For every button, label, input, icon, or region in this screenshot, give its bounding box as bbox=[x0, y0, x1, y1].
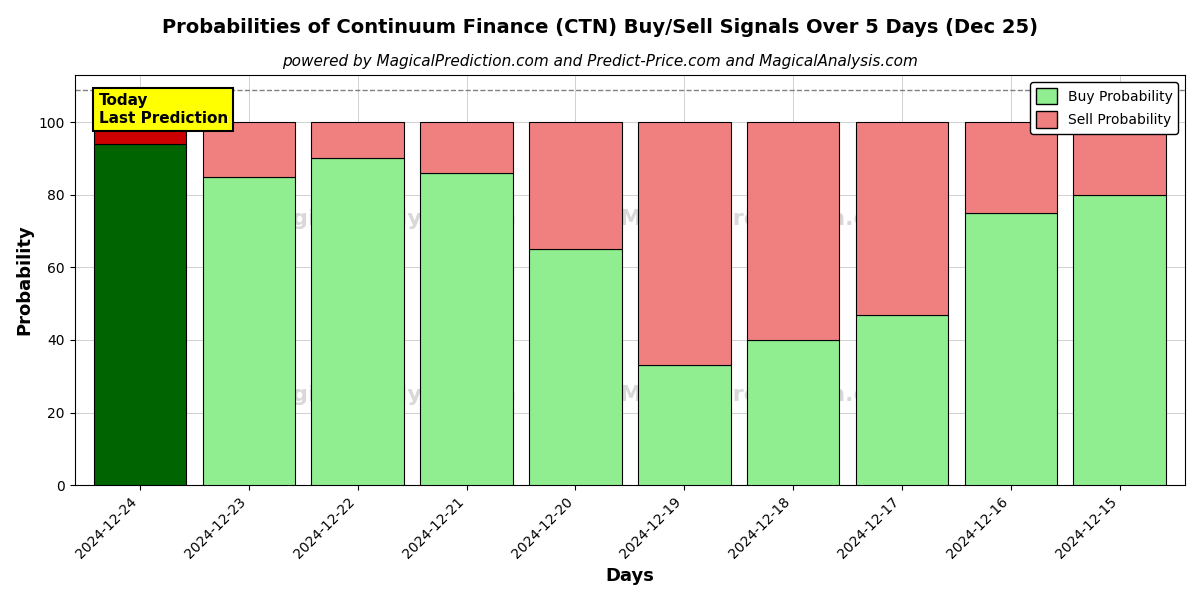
Y-axis label: Probability: Probability bbox=[16, 225, 34, 335]
Bar bbox=[203, 122, 295, 176]
Bar bbox=[638, 122, 731, 365]
Bar bbox=[1074, 195, 1166, 485]
Bar bbox=[856, 314, 948, 485]
Text: MagicalAnalysis.com: MagicalAnalysis.com bbox=[254, 209, 516, 229]
Text: Today
Last Prediction: Today Last Prediction bbox=[98, 93, 228, 125]
Bar bbox=[856, 122, 948, 314]
Bar bbox=[529, 249, 622, 485]
Text: powered by MagicalPrediction.com and Predict-Price.com and MagicalAnalysis.com: powered by MagicalPrediction.com and Pre… bbox=[282, 54, 918, 69]
Bar bbox=[94, 122, 186, 144]
Bar bbox=[965, 213, 1057, 485]
Bar bbox=[1074, 122, 1166, 195]
Bar bbox=[203, 176, 295, 485]
Bar bbox=[312, 158, 404, 485]
Text: MagicalPrediction.com: MagicalPrediction.com bbox=[620, 385, 906, 405]
Bar bbox=[529, 122, 622, 249]
Bar bbox=[312, 122, 404, 158]
Bar bbox=[420, 122, 512, 173]
X-axis label: Days: Days bbox=[605, 567, 654, 585]
Text: MagicalAnalysis.com: MagicalAnalysis.com bbox=[254, 385, 516, 405]
Bar bbox=[746, 340, 839, 485]
Bar bbox=[94, 144, 186, 485]
Legend: Buy Probability, Sell Probability: Buy Probability, Sell Probability bbox=[1030, 82, 1178, 134]
Text: Probabilities of Continuum Finance (CTN) Buy/Sell Signals Over 5 Days (Dec 25): Probabilities of Continuum Finance (CTN)… bbox=[162, 18, 1038, 37]
Bar bbox=[965, 122, 1057, 213]
Bar bbox=[638, 365, 731, 485]
Text: MagicalPrediction.com: MagicalPrediction.com bbox=[620, 209, 906, 229]
Bar bbox=[420, 173, 512, 485]
Bar bbox=[746, 122, 839, 340]
